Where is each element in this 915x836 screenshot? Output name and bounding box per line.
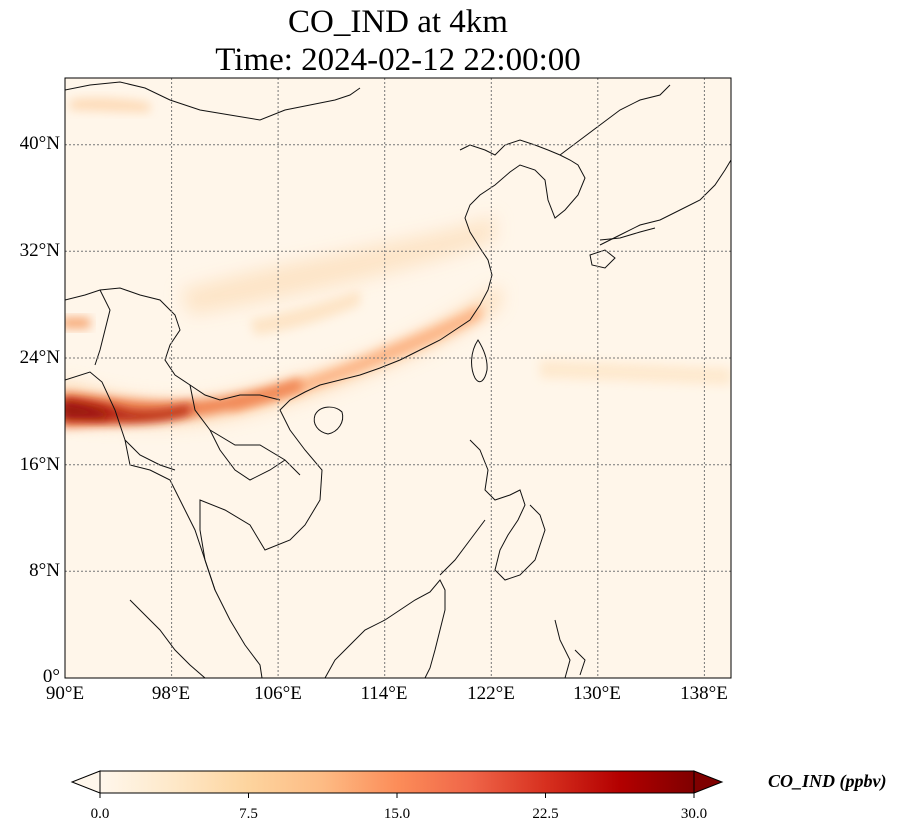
map-title-line-2: Time: 2024-02-12 22:00:00: [215, 42, 581, 78]
lon-tick-label: 90°E: [45, 683, 85, 704]
colorbar: [70, 770, 724, 798]
coastlines-and-borders: [65, 81, 731, 678]
map-title-line-1: CO_IND at 4km: [288, 4, 508, 40]
lon-tick-label: 106°E: [254, 683, 302, 704]
colorbar-label: CO_IND (ppbv): [768, 771, 887, 791]
colorbar-extend-max: [693, 770, 724, 794]
colorbar-gradient: [100, 771, 694, 793]
lon-tick-label: 138°E: [680, 683, 728, 704]
colorbar-extend-min: [70, 770, 101, 794]
colorbar-tick-label: 7.5: [239, 806, 258, 822]
lon-tick-label: 130°E: [573, 683, 621, 704]
concentration-field: [65, 98, 731, 428]
gridlines: [65, 78, 731, 678]
lat-tick-label: 8°N: [29, 560, 60, 581]
lat-tick-label: 32°N: [19, 240, 60, 261]
lat-tick-label: 24°N: [19, 347, 60, 368]
lon-tick-label: 122°E: [467, 683, 515, 704]
colorbar-tick-label: 0.0: [90, 806, 110, 822]
colorbar-tick-label: 22.5: [532, 806, 559, 822]
lat-tick-label: 16°N: [19, 454, 60, 475]
colorbar-tick-label: 30.0: [680, 806, 708, 822]
colorbar-tick-label: 15.0: [383, 806, 411, 822]
lon-tick-label: 98°E: [151, 683, 191, 704]
map-frame: [64, 77, 732, 679]
lat-tick-label: 40°N: [19, 133, 60, 154]
lon-tick-label: 114°E: [360, 683, 408, 704]
lat-tick-label: 0°: [42, 666, 60, 687]
